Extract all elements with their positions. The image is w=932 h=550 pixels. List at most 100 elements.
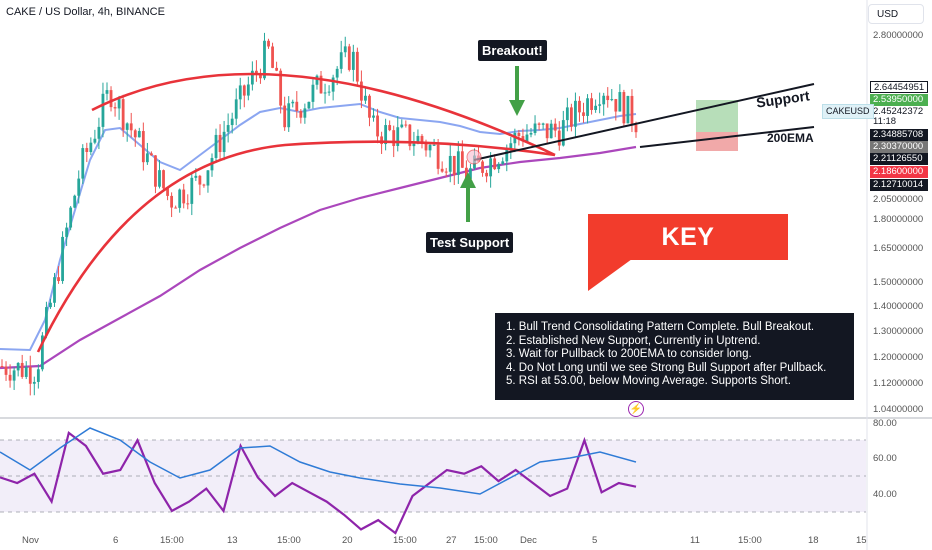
candle-body: [351, 51, 355, 70]
rsi-tick: 80.00: [873, 418, 897, 429]
time-tick: 20: [342, 535, 353, 546]
candle-body: [141, 131, 145, 163]
candle-body: [578, 100, 581, 113]
price-label-stop: 2.18600000: [870, 166, 928, 178]
candle-body: [89, 142, 93, 152]
breakout-label: Breakout!: [478, 40, 547, 61]
price-label: 2.12710014: [870, 179, 928, 191]
candle-body: [614, 99, 618, 112]
candle-body: [150, 153, 153, 156]
candle-body: [565, 107, 569, 121]
candle-body: [311, 84, 315, 102]
candle-body: [125, 123, 129, 130]
time-tick: 15: [856, 535, 867, 546]
candle-body: [170, 195, 174, 208]
resistance-arc: [91, 72, 556, 157]
candle-body: [259, 73, 262, 79]
price-label: 2.64454951: [870, 81, 928, 93]
candle-body: [505, 148, 509, 162]
candle-body: [561, 120, 565, 146]
candle-body: [537, 123, 541, 125]
candle-body: [372, 115, 375, 118]
test-support-marker: [466, 149, 482, 165]
candle-body: [4, 366, 8, 375]
test-support-arrow: [460, 172, 476, 222]
takeaway-point: 2. Established New Support, Currently in…: [506, 334, 761, 347]
candle-body: [331, 77, 335, 92]
price-label: 2.21126550: [870, 153, 928, 165]
time-tick: 27: [446, 535, 457, 546]
candle-body: [626, 95, 630, 124]
price-tick: 1.50000000: [873, 277, 924, 288]
symbol-title: CAKE / US Dollar, 4h, BINANCE: [6, 6, 165, 18]
candle-body: [509, 143, 513, 149]
lightning-icon[interactable]: ⚡: [628, 401, 644, 417]
time-tick: 15:00: [738, 535, 762, 546]
candle-body: [137, 131, 141, 138]
candle-body: [198, 175, 202, 185]
candle-body: [295, 101, 299, 112]
candle-body: [521, 136, 525, 142]
candle-body: [186, 203, 190, 205]
candle-body: [40, 335, 44, 370]
price-tick: 1.80000000: [873, 214, 924, 225]
candle-body: [218, 134, 222, 153]
candle-body: [416, 135, 420, 144]
candle-body: [28, 366, 32, 384]
candle-body: [65, 227, 69, 237]
candle-body: [57, 277, 60, 282]
time-tick: Dec: [520, 535, 537, 546]
support-trendline: [473, 83, 815, 161]
candle-body: [489, 158, 493, 177]
candle-body: [481, 161, 484, 173]
symbol-tag: CAKEUSD: [822, 104, 874, 119]
candle-body: [448, 155, 452, 172]
candle-body: [594, 105, 598, 110]
breakout-arrow: [509, 66, 525, 116]
takeaways-notes: 1. Bull Trend Consolidating Pattern Comp…: [495, 313, 854, 400]
candle-body: [77, 178, 81, 196]
candle-body: [364, 95, 367, 101]
candle-body: [255, 70, 258, 74]
candle-body: [408, 124, 412, 147]
candle-body: [154, 155, 157, 187]
candle-body: [109, 90, 113, 108]
candle-body: [174, 207, 178, 209]
candle-body: [525, 134, 529, 142]
candle-body: [380, 136, 383, 145]
time-tick: 15:00: [393, 535, 417, 546]
candle-body: [557, 130, 561, 146]
candle-body: [493, 158, 497, 170]
candle-body: [267, 40, 270, 47]
candlestick-series: [0, 32, 638, 396]
candle-body: [606, 95, 610, 101]
takeaway-point: 3. Wait for Pullback to 200EMA to consid…: [506, 348, 752, 360]
currency-button[interactable]: USD: [868, 4, 924, 24]
candle-body: [553, 123, 557, 131]
candle-body: [610, 99, 614, 101]
candle-body: [533, 123, 537, 134]
candle-body: [355, 51, 359, 82]
candle-body: [574, 100, 577, 127]
candle-body: [182, 189, 186, 204]
candle-body: [456, 151, 460, 175]
candle-body: [497, 163, 501, 170]
candle-body: [250, 70, 254, 85]
candle-body: [190, 177, 194, 204]
time-tick: 5: [592, 535, 598, 546]
candle-body: [598, 104, 602, 106]
candle-body: [93, 138, 97, 143]
rsi-tick: 40.00: [873, 489, 897, 500]
price-tick: 1.12000000: [873, 378, 924, 389]
price-tick: 1.04000000: [873, 404, 924, 415]
key-takeaways-tail: [588, 259, 632, 291]
price-tick: 1.30000000: [873, 326, 924, 337]
candle-body: [299, 111, 303, 118]
price-tick: 1.20000000: [873, 352, 924, 363]
candle-body: [347, 46, 351, 70]
candle-body: [178, 189, 182, 208]
price-label-ema: 2.30370000: [870, 141, 928, 153]
candle-body: [452, 155, 456, 175]
candle-body: [400, 124, 404, 128]
